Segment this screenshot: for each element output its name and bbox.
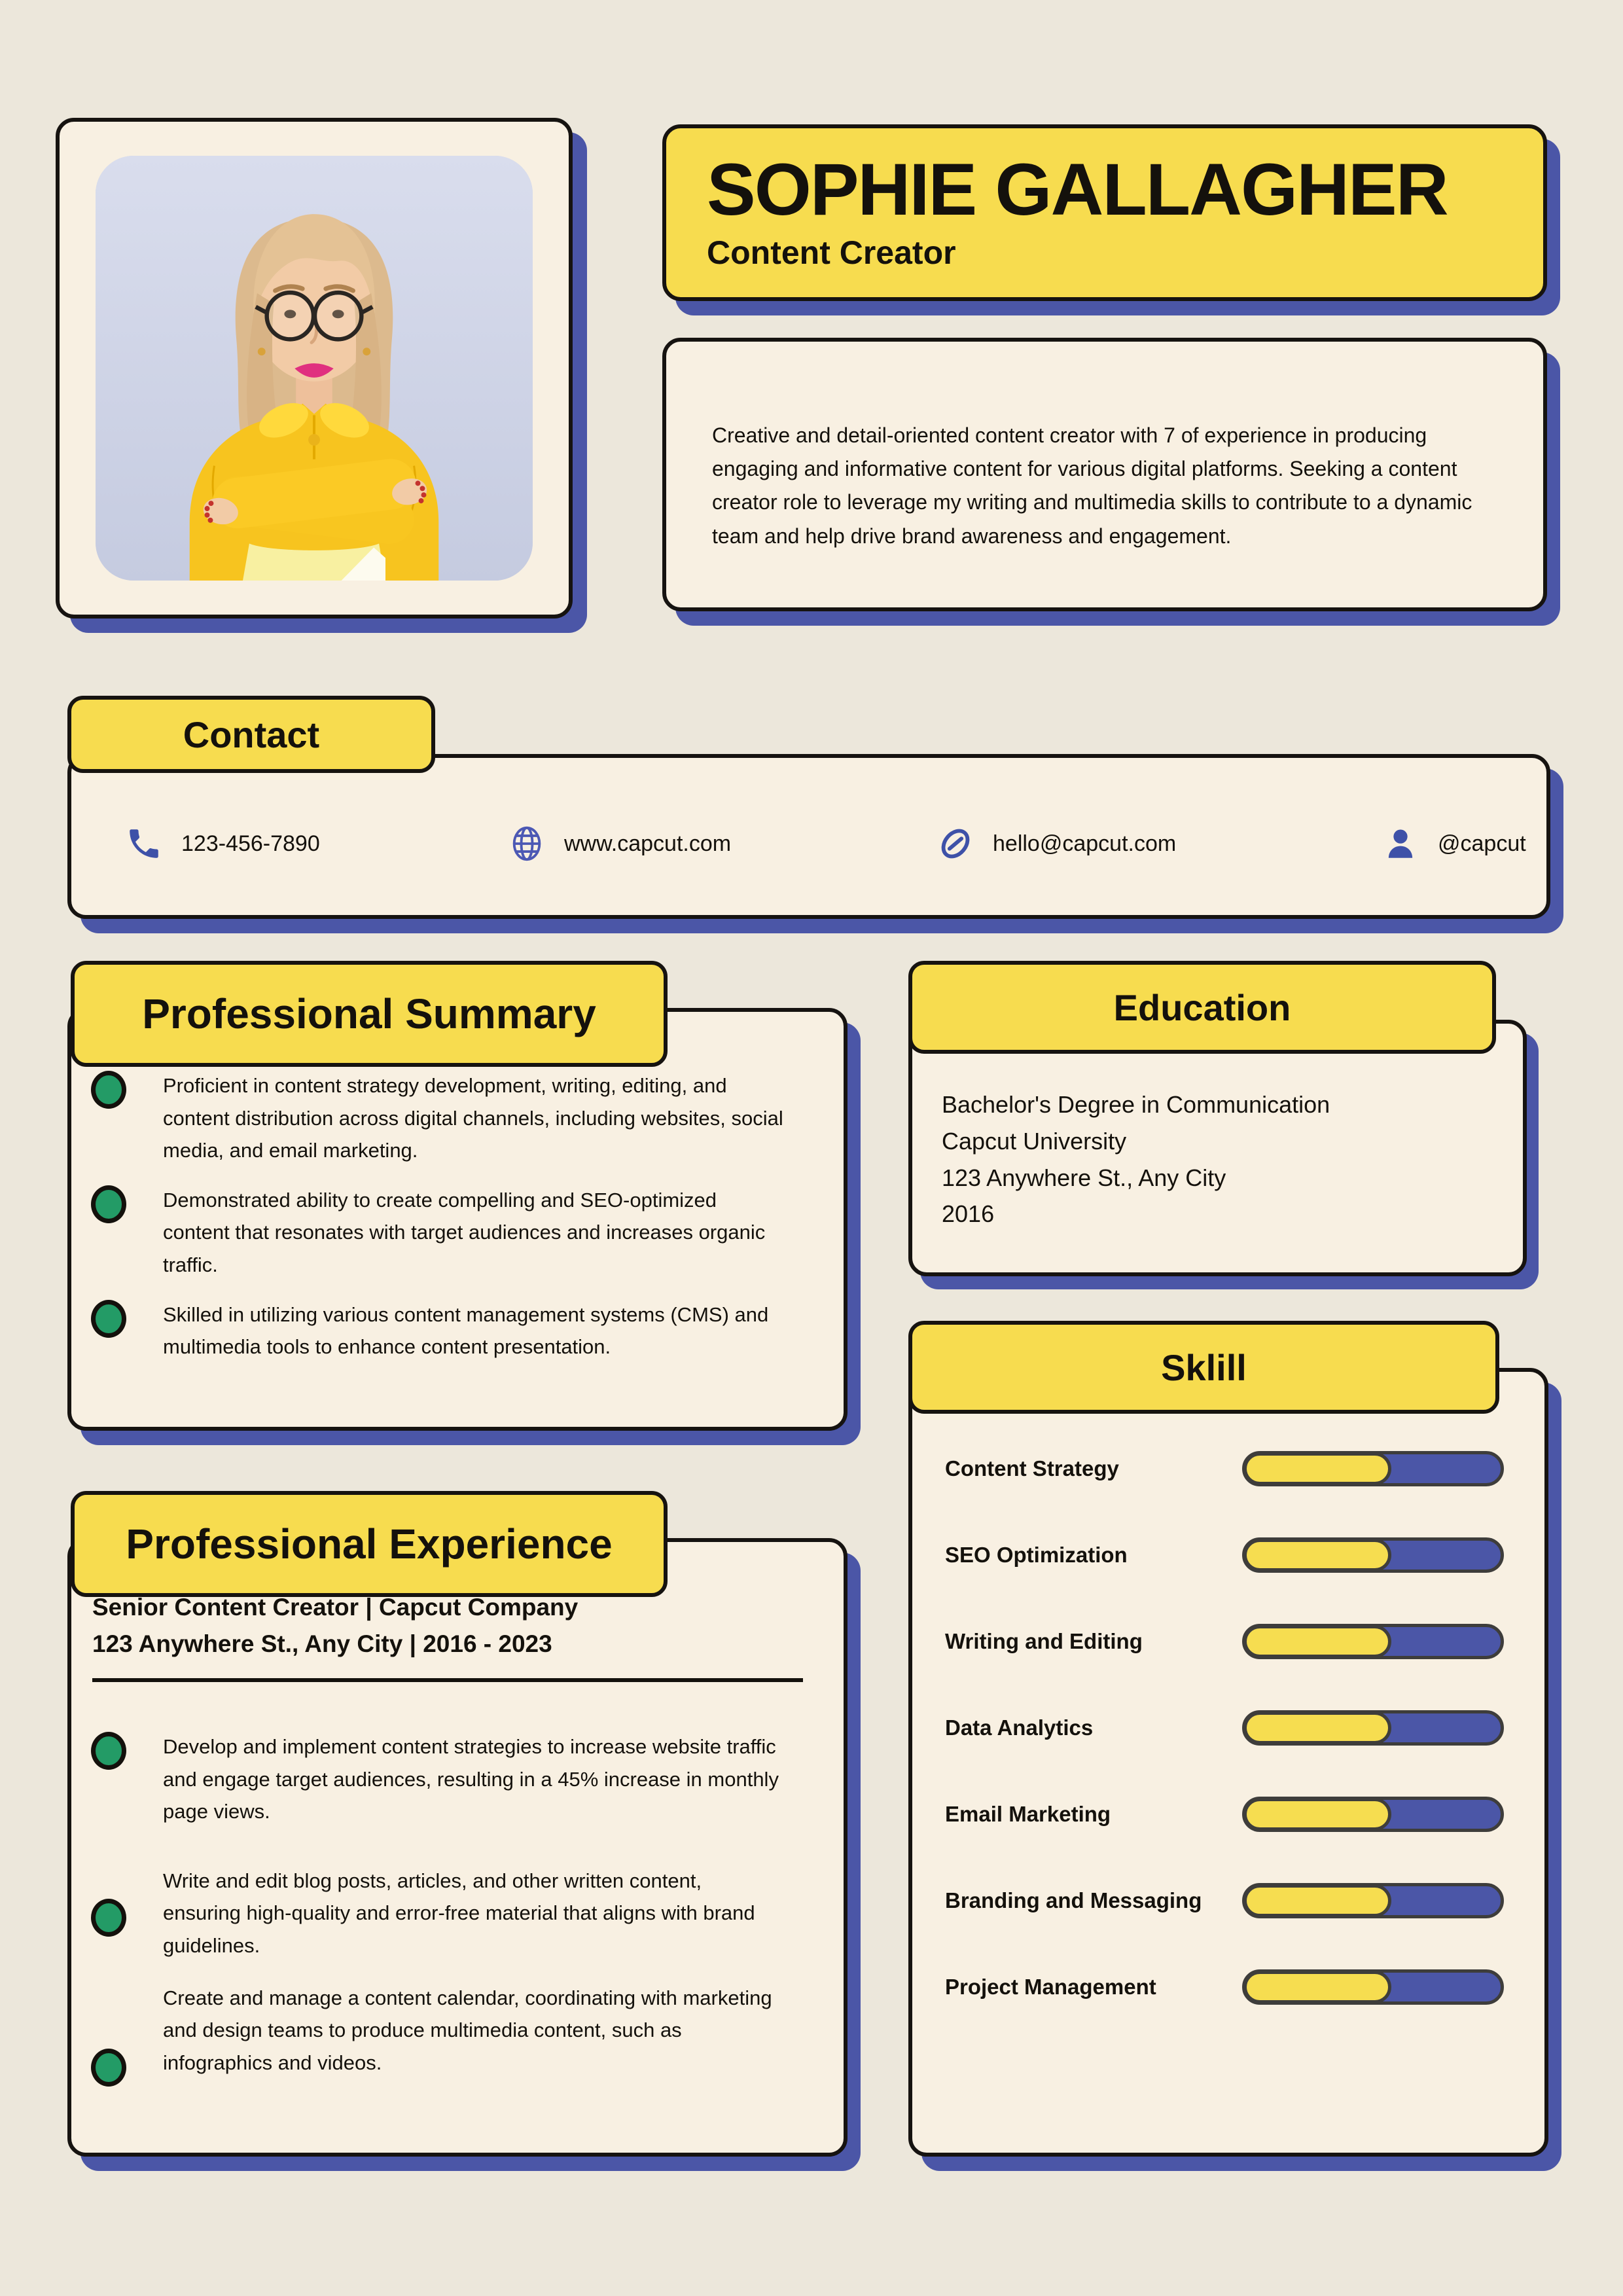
professional-experience-panel: Senior Content Creator | Capcut Company … xyxy=(67,1538,847,2157)
contact-panel: 123-456-7890 www.capcut.com hello@capcut… xyxy=(67,754,1550,919)
profile-photo xyxy=(96,156,533,581)
bullet-dot-icon xyxy=(91,1299,126,1338)
contact-heading: Contact xyxy=(183,713,320,755)
skill-bar-fill xyxy=(1243,1798,1392,1831)
education-panel: Bachelor's Degree in Communication Capcu… xyxy=(908,1020,1527,1276)
professional-experience-heading: Professional Experience xyxy=(126,1520,613,1568)
photo-card xyxy=(56,118,573,619)
contact-phone-text: 123-456-7890 xyxy=(181,831,320,856)
education-address: 123 Anywhere St., Any City xyxy=(942,1164,1226,1191)
person-icon xyxy=(1388,829,1413,858)
skill-row: Content Strategy xyxy=(945,1450,1504,1487)
bullet-dot-icon xyxy=(91,2048,126,2087)
bullet-text: Demonstrated ability to create compellin… xyxy=(163,1188,766,1276)
list-item: Proficient in content strategy developme… xyxy=(91,1069,817,1167)
experience-role-block: Senior Content Creator | Capcut Company … xyxy=(92,1589,578,1662)
bullet-text: Develop and implement content strategies… xyxy=(163,1735,779,1823)
skills-panel: Content Strategy SEO Optimization Writin… xyxy=(908,1368,1548,2157)
globe-icon xyxy=(512,826,541,861)
skill-label: Writing and Editing xyxy=(945,1629,1143,1653)
skill-bar xyxy=(1242,1624,1504,1659)
list-item: Write and edit blog posts, articles, and… xyxy=(91,1865,817,1962)
bullet-dot-icon xyxy=(91,1732,126,1770)
skill-label: Branding and Messaging xyxy=(945,1888,1202,1912)
skill-row: Email Marketing xyxy=(945,1796,1504,1833)
divider xyxy=(92,1678,803,1682)
professional-summary-heading-tab: Professional Summary xyxy=(71,961,668,1067)
skill-row: SEO Optimization xyxy=(945,1537,1504,1573)
skills-heading: Sklill xyxy=(1161,1346,1247,1388)
person-job-title: Content Creator xyxy=(707,234,956,271)
contact-item-phone: 123-456-7890 xyxy=(125,821,320,867)
profile-summary-text: Creative and detail-oriented content cre… xyxy=(712,423,1472,548)
list-item: Create and manage a content calendar, co… xyxy=(91,1982,817,2087)
skill-bar-fill xyxy=(1243,1625,1392,1658)
contact-item-email: hello@capcut.com xyxy=(936,821,1176,867)
list-item: Skilled in utilizing various content man… xyxy=(91,1299,817,1363)
bullet-text: Create and manage a content calendar, co… xyxy=(163,1986,772,2074)
skill-row: Writing and Editing xyxy=(945,1623,1504,1660)
skill-bar-fill xyxy=(1243,1539,1392,1571)
contact-email-text: hello@capcut.com xyxy=(993,831,1177,856)
skill-bar xyxy=(1242,1451,1504,1486)
bullet-dot-icon xyxy=(91,1071,126,1109)
contact-item-website: www.capcut.com xyxy=(508,821,731,867)
professional-summary-panel: Proficient in content strategy developme… xyxy=(67,1008,847,1431)
education-school: Capcut University xyxy=(942,1127,1127,1155)
skill-bar xyxy=(1242,1537,1504,1573)
skills-heading-tab: Sklill xyxy=(908,1321,1499,1414)
professional-summary-bullets: Proficient in content strategy developme… xyxy=(91,1069,817,1363)
education-details: Bachelor's Degree in Communication Capcu… xyxy=(942,1086,1330,1232)
education-heading-tab: Education xyxy=(908,961,1496,1054)
education-degree: Bachelor's Degree in Communication xyxy=(942,1091,1330,1118)
link-icon xyxy=(941,829,970,859)
skill-bar xyxy=(1242,1883,1504,1918)
skill-row: Project Management xyxy=(945,1969,1504,2005)
experience-role-line: Senior Content Creator | Capcut Company xyxy=(92,1594,579,1621)
experience-bullets: Develop and implement content strategies… xyxy=(91,1731,817,2087)
skill-label: Content Strategy xyxy=(945,1456,1119,1480)
professional-experience-heading-tab: Professional Experience xyxy=(71,1491,668,1597)
skill-label: Data Analytics xyxy=(945,1715,1094,1740)
experience-location-line: 123 Anywhere St., Any City | 2016 - 2023 xyxy=(92,1630,552,1657)
bullet-text: Proficient in content strategy developme… xyxy=(163,1074,783,1162)
profile-summary-card: Creative and detail-oriented content cre… xyxy=(662,338,1547,611)
skills-list: Content Strategy SEO Optimization Writin… xyxy=(945,1450,1504,2005)
contact-social-text: @capcut xyxy=(1438,831,1526,856)
education-heading: Education xyxy=(1113,986,1291,1028)
professional-summary-heading: Professional Summary xyxy=(142,990,596,1037)
bullet-text: Skilled in utilizing various content man… xyxy=(163,1302,769,1359)
person-name: SOPHIE GALLAGHER xyxy=(707,149,1449,230)
skill-label: Project Management xyxy=(945,1975,1156,1999)
bullet-dot-icon xyxy=(91,1185,126,1223)
bullet-text: Write and edit blog posts, articles, and… xyxy=(163,1869,755,1957)
skill-bar xyxy=(1242,1710,1504,1746)
skill-row: Branding and Messaging xyxy=(945,1882,1504,1919)
phone-icon xyxy=(130,829,158,858)
profile-photo-illustration xyxy=(96,156,533,581)
skill-row: Data Analytics xyxy=(945,1710,1504,1746)
list-item: Develop and implement content strategies… xyxy=(91,1731,817,1828)
skill-bar-fill xyxy=(1243,1884,1392,1917)
skill-bar-fill xyxy=(1243,1712,1392,1744)
header-name-plate: SOPHIE GALLAGHER Content Creator xyxy=(662,124,1547,301)
education-year: 2016 xyxy=(942,1200,995,1228)
skill-bar-fill xyxy=(1243,1971,1392,2003)
skill-bar-fill xyxy=(1243,1452,1392,1485)
list-item: Demonstrated ability to create compellin… xyxy=(91,1184,817,1282)
skill-bar xyxy=(1242,1797,1504,1832)
skill-label: SEO Optimization xyxy=(945,1543,1128,1567)
bullet-dot-icon xyxy=(91,1898,126,1937)
skill-bar xyxy=(1242,1969,1504,2005)
contact-item-social: @capcut xyxy=(1382,821,1526,867)
skill-label: Email Marketing xyxy=(945,1802,1111,1826)
contact-website-text: www.capcut.com xyxy=(564,831,732,856)
contact-heading-tab: Contact xyxy=(67,696,435,773)
